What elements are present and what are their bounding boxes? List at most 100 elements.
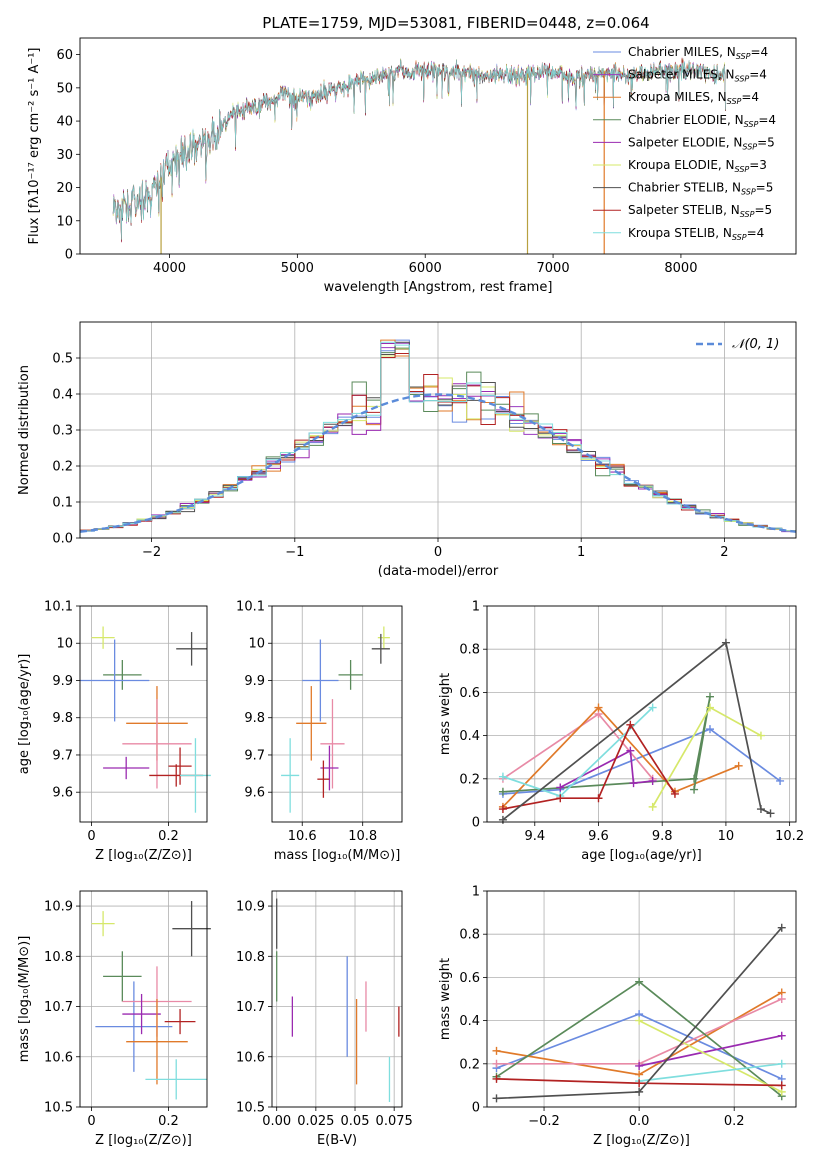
y-axis-label: age [log₁₀(age/yr)] [17,654,32,775]
y-axis-label: mass weight [438,958,453,1040]
x-tick-label: 10.8 [348,829,377,844]
x-tick-label: 2 [720,545,728,560]
x-tick-label: 8000 [664,261,697,276]
y-tick-label: 0.4 [459,1014,480,1029]
legend-label-suffix: =5 [756,181,774,195]
weight-marker [492,1094,501,1103]
axes-frame [79,37,797,255]
legend-label: Salpeter ELODIE, NSSP=5 [628,135,775,151]
panel-mass-vs-Z: 0 0.2 10.5 10.6 10.7 10.8 10.9 Z [log₁₀(Z/Z⊙)] m… [17,890,211,1148]
y-tick-label: 10 [56,637,73,652]
x-tick-label: 9.6 [588,829,609,844]
legend-label-sub: SSP [727,97,742,106]
panel-weight-vs-Z: −0.2 0.0 0.2 0 0.2 0.4 0.6 0.8 1 Z [log₁₀(Z/Z⊙)] m… [438,885,797,1148]
legend-label: Salpeter MILES, NSSP=4 [628,68,767,84]
y-tick-label: 0.8 [459,643,480,658]
legend-label-suffix: =4 [741,90,759,104]
legend-label-text: Salpeter ELODIE, N [628,135,742,149]
y-axis-label: mass weight [438,673,453,755]
weight-marker [734,761,743,770]
weight-series-7 [502,723,676,810]
legend-label: Kroupa STELIB, NSSP=4 [628,226,764,242]
y-tick-label: 9.7 [244,748,265,763]
y-tick-label: 1 [472,600,480,615]
x-tick-label: 0.2 [158,829,179,844]
x-tick-label: 9.4 [524,829,545,844]
weight-series-8 [502,641,771,821]
y-tick-label: 0.6 [459,971,480,986]
x-tick-label: 0.05 [341,1114,370,1129]
y-tick-label: 0.2 [459,1057,480,1072]
legend-label: Kroupa MILES, NSSP=4 [628,90,759,106]
panel-age-vs-Z: 0 0.2 9.6 9.7 9.8 9.9 10 10.1 Z [log₁₀(Z/Z⊙)] age… [17,600,211,863]
spectrum-line-8 [112,59,726,240]
x-tick-label: 10.2 [775,829,804,844]
y-tick-label: 1 [472,885,480,900]
y-tick-label: 0.5 [52,352,73,367]
weight-marker [690,785,699,794]
legend-label-text: Chabrier MILES, N [628,45,736,59]
weight-marker [626,746,635,755]
x-tick-label: 7000 [537,261,570,276]
weight-marker [705,692,714,701]
x-tick-label: 0.0 [629,1114,650,1129]
y-tick-label: 0.6 [459,686,480,701]
weight-series-5 [638,1019,783,1093]
x-tick-label: 0.075 [376,1114,413,1129]
weight-series-3 [502,696,711,793]
legend-label: Salpeter STELIB, NSSP=5 [628,203,772,219]
y-tick-label: 0 [472,1101,480,1116]
y-tick-label: 9.7 [52,748,73,763]
x-tick-label: 1 [577,545,585,560]
y-tick-label: 50 [56,81,73,96]
x-tick-label: 0.025 [297,1114,334,1129]
x-tick-label: 0 [434,545,442,560]
x-tick-label: 0.00 [262,1114,291,1129]
axes-frame [79,605,208,823]
weight-marker [777,1059,786,1068]
y-tick-label: 9.9 [244,674,265,689]
y-tick-label: 0.3 [52,424,73,439]
legend-label: Chabrier ELODIE, NSSP=4 [628,113,776,129]
y-tick-label: 10.7 [44,1000,73,1015]
axes-frame [486,605,797,823]
legend-label-text: Salpeter STELIB, N [628,203,740,217]
y-tick-label: 10.6 [44,1050,73,1065]
weight-marker [777,1031,786,1040]
legend-label-suffix: =4 [747,226,765,240]
chart-title: PLATE=1759, MJD=53081, FIBERID=0448, z=0… [262,14,649,32]
weight-marker [498,772,507,781]
x-tick-label: 0.2 [724,1114,745,1129]
weight-marker [777,923,786,932]
y-tick-label: 10 [56,214,73,229]
axes-frame [271,890,403,1108]
legend-label-text: Chabrier ELODIE, N [628,113,744,127]
weight-marker [648,802,657,811]
legend-label-text: Kroupa MILES, N [628,90,727,104]
legend-label-sub: SSP [741,188,756,197]
legend-label-text: Kroupa ELODIE, N [628,158,735,172]
y-tick-label: 10.7 [236,1000,265,1015]
legend-label-suffix: =5 [754,203,772,217]
x-tick-label: 0 [87,829,95,844]
x-axis-label: wavelength [Angstrom, rest frame] [324,280,553,295]
y-tick-label: 10.8 [44,950,73,965]
y-tick-label: 0.1 [52,496,73,511]
x-tick-label: 10.6 [288,829,317,844]
legend-label-sub: SSP [740,210,755,219]
weight-marker [492,1059,501,1068]
legend-label-sub: SSP [735,75,750,84]
legend-label-suffix: =3 [749,158,767,172]
weight-marker [556,783,565,792]
y-axis-label: mass [log₁₀(M/M⊙)] [17,936,32,1063]
x-axis-label: E(B-V) [317,1133,357,1148]
x-tick-label: 5000 [281,261,314,276]
x-tick-label: 9.8 [652,829,673,844]
y-tick-label: 0 [65,248,73,263]
y-tick-label: 60 [56,48,73,63]
weight-marker [498,805,507,814]
weight-marker [635,1079,644,1088]
y-tick-label: 10 [248,637,265,652]
weight-marker [594,794,603,803]
panel-age-vs-mass: 10.6 10.8 9.6 9.7 9.8 9.9 10 10.1 mass [log₁₀(M/… [236,600,403,863]
